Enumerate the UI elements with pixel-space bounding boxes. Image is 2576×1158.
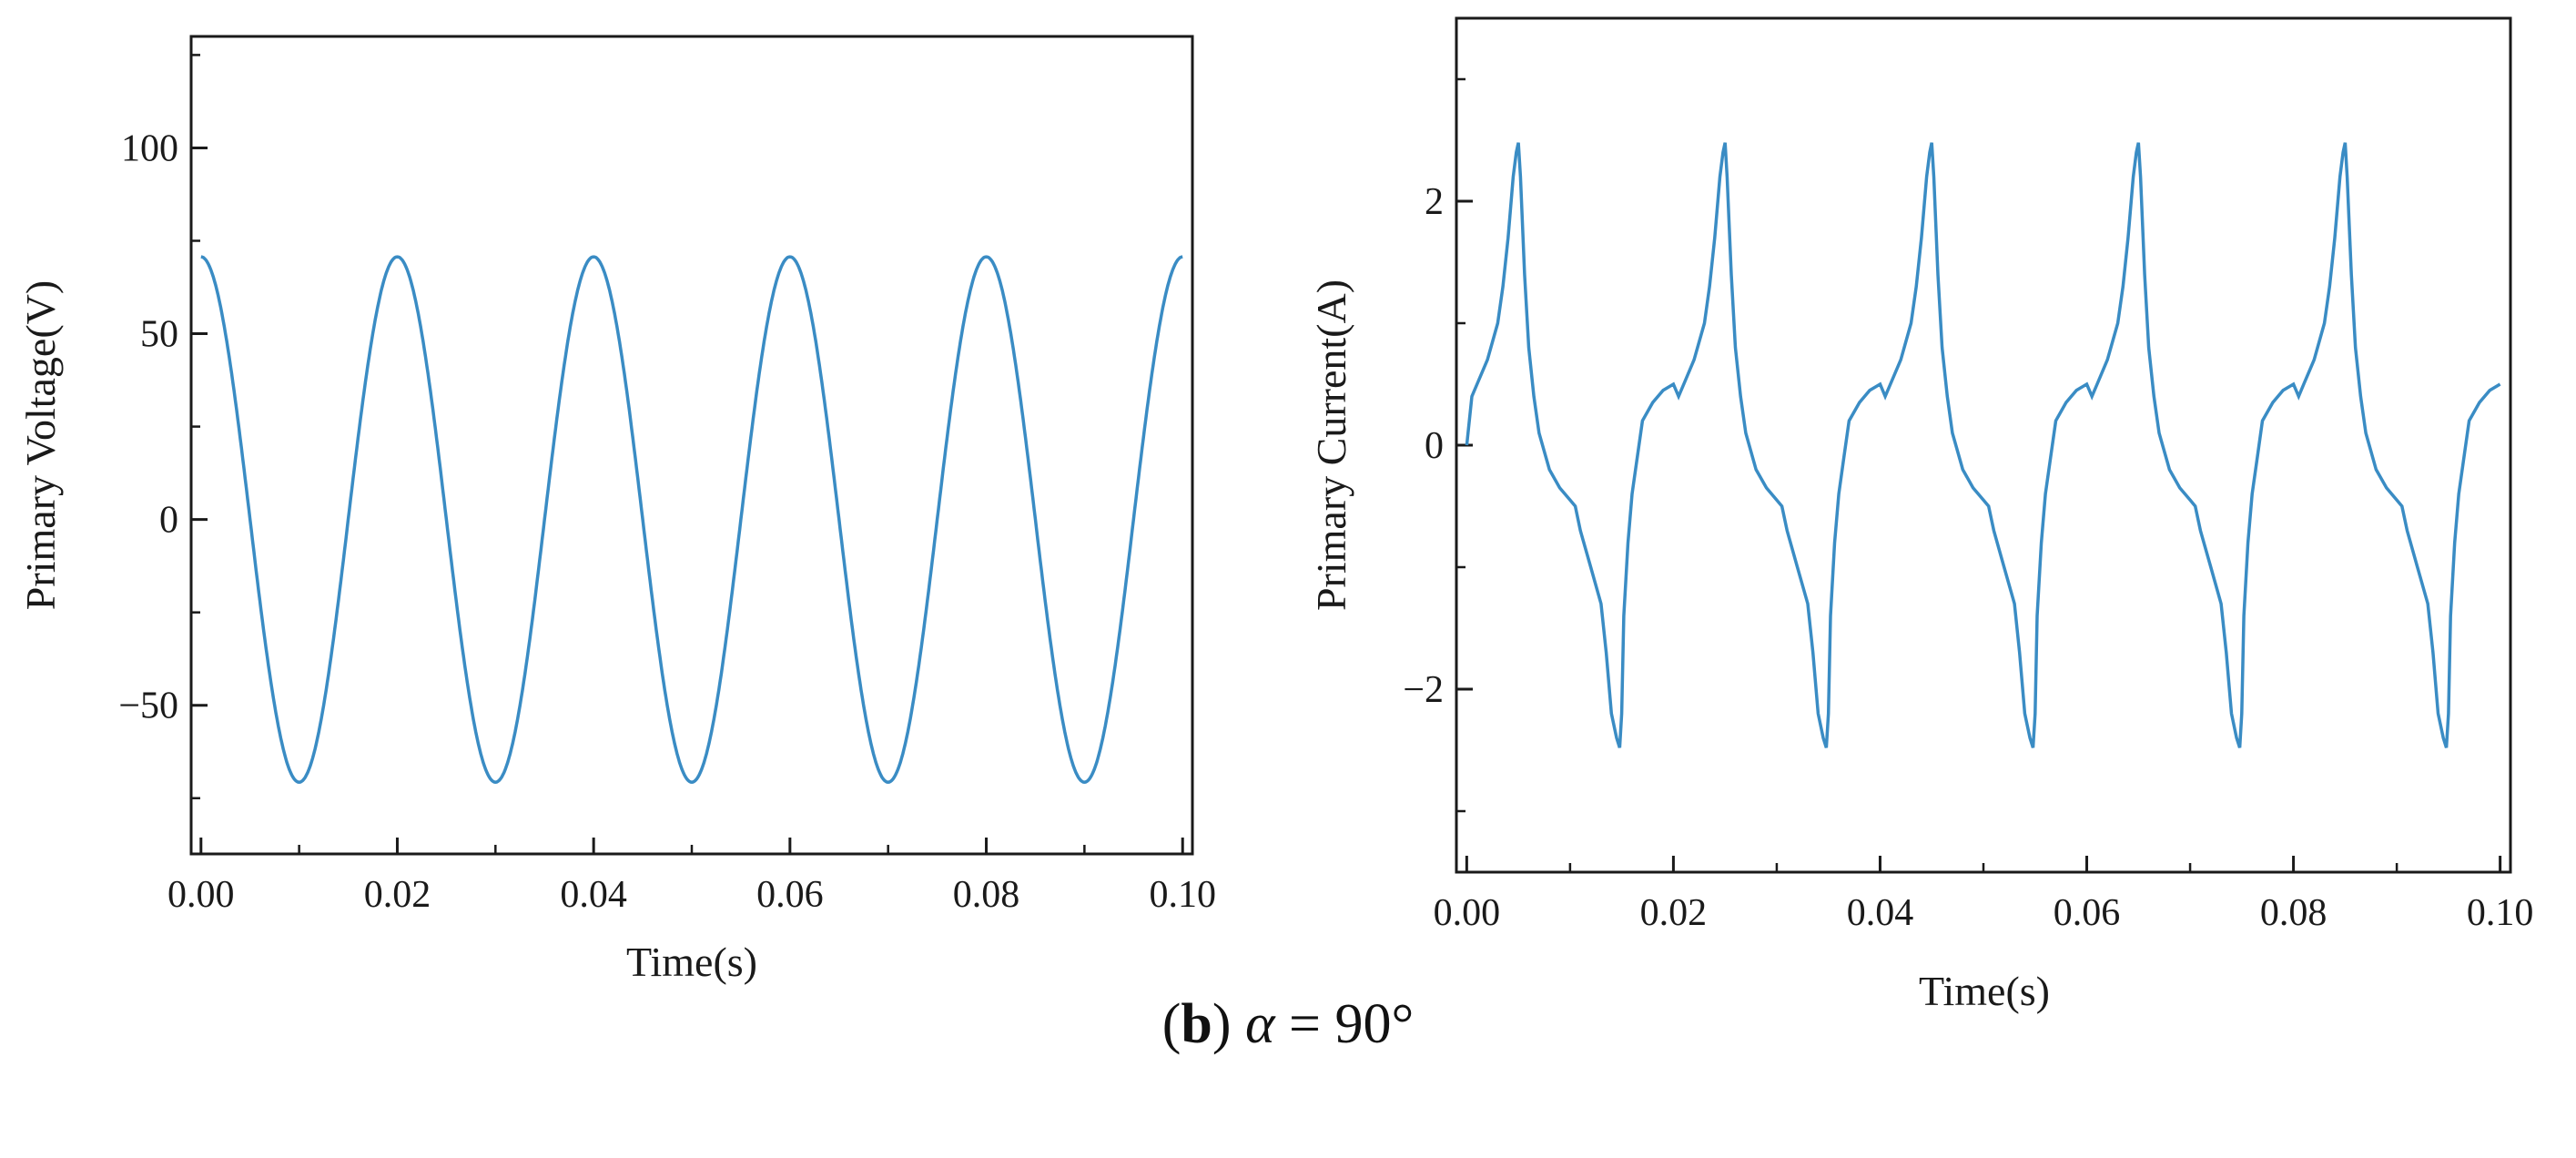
voltage-y-tick-label: 100 bbox=[121, 127, 178, 169]
voltage-x-axis-title: Time(s) bbox=[626, 939, 757, 985]
current-y-tick-label: 0 bbox=[1425, 425, 1444, 467]
voltage-y-tick-label: 50 bbox=[140, 314, 178, 356]
current-x-ticks: 0.00 0.02 0.04 0.06 0.08 0.10 bbox=[1434, 856, 2534, 934]
caption-paren-open: ( bbox=[1161, 993, 1182, 1055]
current-series-line bbox=[1465, 142, 2501, 748]
figure-caption: (b) α = 90° bbox=[0, 992, 2576, 1057]
voltage-plot-frame bbox=[189, 35, 1194, 856]
current-x-tick-label: 0.06 bbox=[2054, 892, 2121, 934]
voltage-y-tick-label: 0 bbox=[159, 500, 178, 542]
caption-symbol: α bbox=[1244, 993, 1275, 1055]
current-x-tick-label: 0.00 bbox=[1434, 892, 1501, 934]
current-x-tick-label: 0.02 bbox=[1640, 892, 1708, 934]
caption-rest: = 90° bbox=[1274, 993, 1415, 1055]
current-y-tick-label: −2 bbox=[1403, 669, 1444, 711]
voltage-x-tick-label: 0.10 bbox=[1149, 874, 1216, 916]
current-x-tick-label: 0.08 bbox=[2260, 892, 2328, 934]
voltage-x-tick-label: 0.02 bbox=[364, 874, 431, 916]
voltage-x-tick-label: 0.04 bbox=[560, 874, 627, 916]
voltage-x-tick-label: 0.06 bbox=[756, 874, 824, 916]
voltage-chart: 0.00 0.02 0.04 0.06 0.08 0.10 −50 0 50 100 Time(… bbox=[17, 35, 1216, 985]
voltage-y-tick-label: −50 bbox=[118, 686, 178, 727]
voltage-x-tick-label: 0.08 bbox=[953, 874, 1020, 916]
voltage-x-ticks: 0.00 0.02 0.04 0.06 0.08 0.10 bbox=[167, 838, 1216, 916]
current-y-axis-title: Primary Current(A) bbox=[1308, 279, 1354, 611]
current-chart: 0.00 0.02 0.04 0.06 0.08 0.10 −2 0 2 Time(s) Pr… bbox=[1308, 16, 2534, 1014]
voltage-x-tick-label: 0.00 bbox=[167, 874, 235, 916]
voltage-series-line bbox=[200, 255, 1183, 784]
caption-paren-close: ) bbox=[1212, 993, 1232, 1055]
current-x-axis-title: Time(s) bbox=[1919, 968, 2050, 1014]
voltage-y-ticks: −50 0 50 100 bbox=[118, 54, 208, 800]
caption-panel-letter: b bbox=[1181, 993, 1212, 1055]
current-x-tick-label: 0.10 bbox=[2467, 892, 2534, 934]
current-y-tick-label: 2 bbox=[1425, 181, 1444, 223]
current-plot-frame bbox=[1455, 16, 2512, 874]
current-y-ticks: −2 0 2 bbox=[1403, 77, 1473, 813]
voltage-y-axis-title: Primary Voltage(V) bbox=[17, 280, 64, 610]
current-x-tick-label: 0.04 bbox=[1847, 892, 1914, 934]
